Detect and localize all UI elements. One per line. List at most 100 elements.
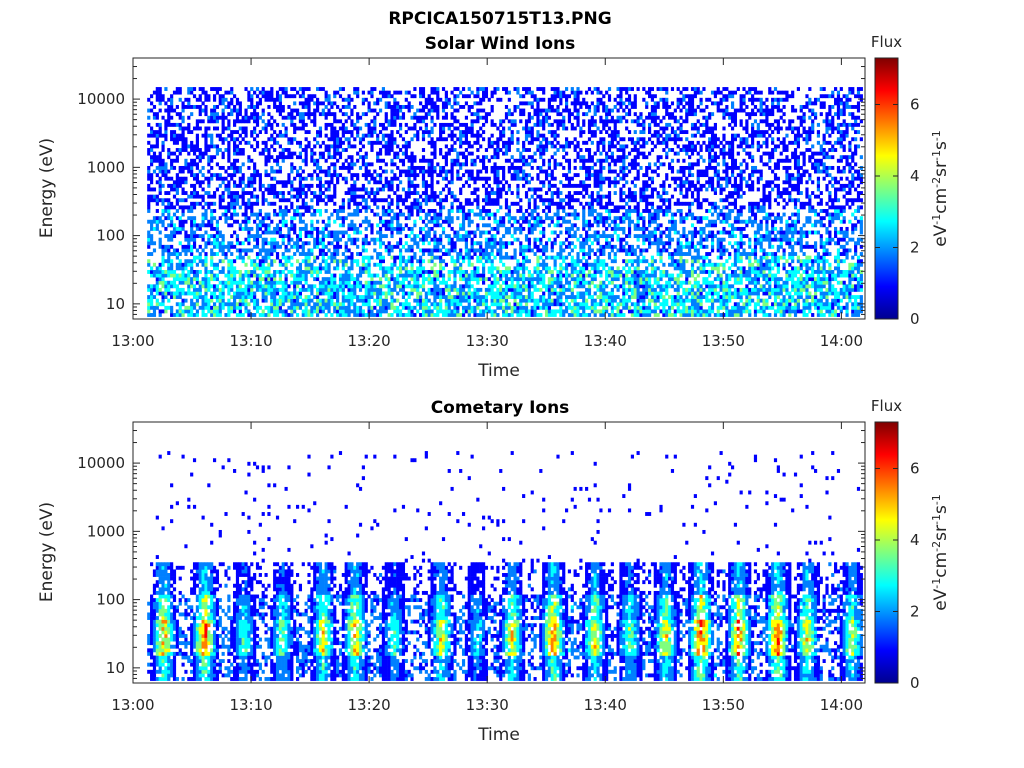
heatmap-cell (150, 270, 154, 274)
heatmap-cell (447, 302, 451, 307)
heatmap-cell (301, 112, 305, 117)
heatmap-cell (253, 112, 257, 117)
heatmap-cell (324, 94, 328, 99)
heatmap-cell (264, 158, 268, 163)
heatmap-cell (327, 302, 331, 307)
heatmap-cell (187, 309, 191, 314)
heatmap-cell (321, 252, 325, 256)
heatmap-cell (181, 244, 185, 249)
heatmap-cell (281, 280, 285, 285)
heatmap-cell (258, 176, 262, 181)
heatmap-cell (178, 309, 182, 314)
heatmap-cell (364, 97, 368, 102)
heatmap-cell (439, 287, 443, 292)
heatmap-cell (195, 144, 199, 149)
heatmap-cell (387, 266, 391, 271)
heatmap-cell (419, 216, 423, 221)
heatmap-cell (327, 198, 331, 203)
heatmap-cell (324, 169, 328, 174)
heatmap-cell (347, 234, 351, 239)
heatmap-cell (152, 187, 157, 192)
heatmap-cell (336, 137, 340, 142)
heatmap-cell (338, 280, 343, 285)
heatmap-cell (238, 284, 242, 289)
heatmap-cell (358, 201, 363, 206)
heatmap-cell (264, 266, 268, 271)
heatmap-cell (307, 87, 311, 91)
heatmap-cell (304, 155, 308, 160)
heatmap-cell (358, 287, 363, 292)
heatmap-cell (287, 295, 291, 299)
heatmap-cell (333, 273, 337, 278)
heatmap-cell (390, 291, 394, 296)
heatmap-cell (230, 176, 234, 181)
heatmap-cell (195, 234, 199, 239)
heatmap-cell (347, 223, 351, 228)
heatmap-cell (255, 226, 260, 231)
heatmap-cell (215, 119, 220, 124)
heatmap-cell (436, 137, 440, 142)
heatmap-cell (350, 162, 354, 167)
heatmap-cell (516, 87, 520, 91)
heatmap-cell (536, 262, 540, 267)
heatmap-cell (212, 119, 217, 124)
heatmap-cell (316, 295, 320, 299)
heatmap-cell (464, 237, 468, 242)
heatmap-cell (444, 302, 448, 307)
heatmap-cell (147, 298, 151, 303)
heatmap-cell (399, 223, 403, 228)
heatmap-cell (270, 244, 274, 249)
heatmap-cell (384, 270, 388, 274)
heatmap-cell (470, 105, 474, 109)
heatmap-cell (158, 130, 162, 135)
heatmap-cell (192, 230, 197, 235)
heatmap-cell (350, 130, 354, 135)
heatmap-cell (250, 273, 254, 278)
heatmap-cell (539, 198, 543, 203)
heatmap-cell (381, 259, 385, 264)
heatmap-cell (433, 140, 437, 145)
heatmap-cell (241, 173, 245, 178)
heatmap-cell (330, 194, 334, 199)
heatmap-cell (293, 122, 297, 127)
heatmap-cell (361, 198, 365, 203)
heatmap-cell (227, 191, 231, 195)
heatmap-cell (476, 173, 480, 178)
heatmap-cell (539, 273, 543, 278)
heatmap-cell (384, 126, 388, 131)
heatmap-cell (212, 266, 217, 271)
heatmap-cell (516, 148, 520, 152)
heatmap-cell (436, 97, 440, 102)
heatmap-cell (490, 273, 494, 278)
heatmap-cell (344, 176, 348, 181)
heatmap-cell (496, 165, 500, 170)
heatmap-cell (287, 230, 291, 235)
heatmap-cell (533, 309, 537, 314)
heatmap-cell (373, 194, 377, 199)
heatmap-cell (253, 180, 257, 185)
heatmap-cell (430, 216, 434, 221)
heatmap-cell (247, 140, 251, 145)
heatmap-cell (356, 115, 360, 120)
heatmap-cell (170, 266, 174, 271)
heatmap-cell (278, 273, 282, 278)
heatmap-cell (344, 313, 348, 317)
heatmap-cell (433, 191, 437, 195)
heatmap-cell (192, 205, 197, 210)
heatmap-cell (427, 169, 431, 174)
heatmap-cell (187, 313, 191, 317)
heatmap-cell (350, 191, 354, 195)
heatmap-cell (253, 105, 257, 109)
heatmap-cell (147, 252, 151, 256)
heatmap-cell (407, 284, 411, 289)
heatmap-cell (407, 194, 411, 199)
heatmap-cell (301, 252, 305, 256)
heatmap-cell (307, 140, 311, 145)
heatmap-cell (424, 101, 428, 106)
heatmap-cell (204, 209, 208, 213)
heatmap-cell (530, 291, 534, 296)
heatmap-cell (504, 270, 509, 274)
heatmap-cell (181, 180, 185, 185)
heatmap-cell (353, 284, 357, 289)
heatmap-cell (396, 309, 400, 314)
